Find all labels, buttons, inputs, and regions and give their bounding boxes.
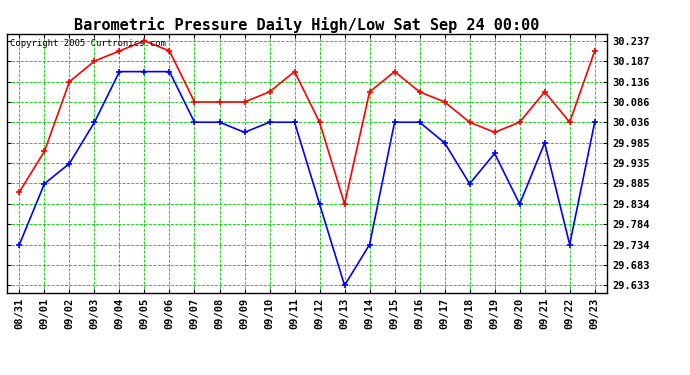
Text: Copyright 2005 Curtronics.com: Copyright 2005 Curtronics.com <box>10 39 166 48</box>
Title: Barometric Pressure Daily High/Low Sat Sep 24 00:00: Barometric Pressure Daily High/Low Sat S… <box>75 16 540 33</box>
